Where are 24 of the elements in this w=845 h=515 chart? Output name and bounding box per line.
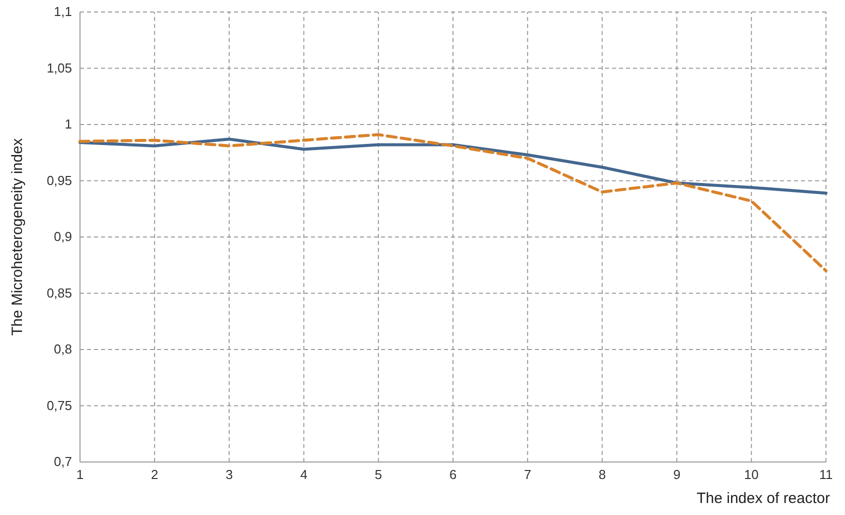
x-tick-label: 11 <box>819 467 833 482</box>
y-tick-label: 1,1 <box>54 4 72 20</box>
x-axis-title: The index of reactor <box>696 490 830 507</box>
x-tick-label: 4 <box>300 467 308 482</box>
y-tick-label: 0,95 <box>46 172 72 188</box>
y-tick-label: 1 <box>64 116 72 132</box>
line-series <box>78 138 828 195</box>
x-tick-label: 10 <box>744 467 759 482</box>
y-tick-label: 0,8 <box>54 342 72 357</box>
y-tick-label: 0,9 <box>54 229 72 244</box>
y-tick-label: 0,85 <box>46 285 72 300</box>
x-tick-label: 2 <box>150 467 158 482</box>
x-tick-label: 1 <box>76 467 84 482</box>
y-tick-label: 1,05 <box>46 60 72 76</box>
x-tick-label: 7 <box>524 467 532 482</box>
y-tick-label: 0,7 <box>54 454 72 470</box>
y-axis-title: The Microheterogeneity index <box>9 138 26 336</box>
x-tick-label: 8 <box>598 467 606 482</box>
x-tick-label: 9 <box>673 467 680 482</box>
x-tick-label: 5 <box>374 467 382 482</box>
x-tick-label: 6 <box>449 467 457 482</box>
y-tick-label: 0,75 <box>46 398 72 413</box>
x-tick-label: 3 <box>226 467 233 482</box>
line-series <box>78 133 828 272</box>
